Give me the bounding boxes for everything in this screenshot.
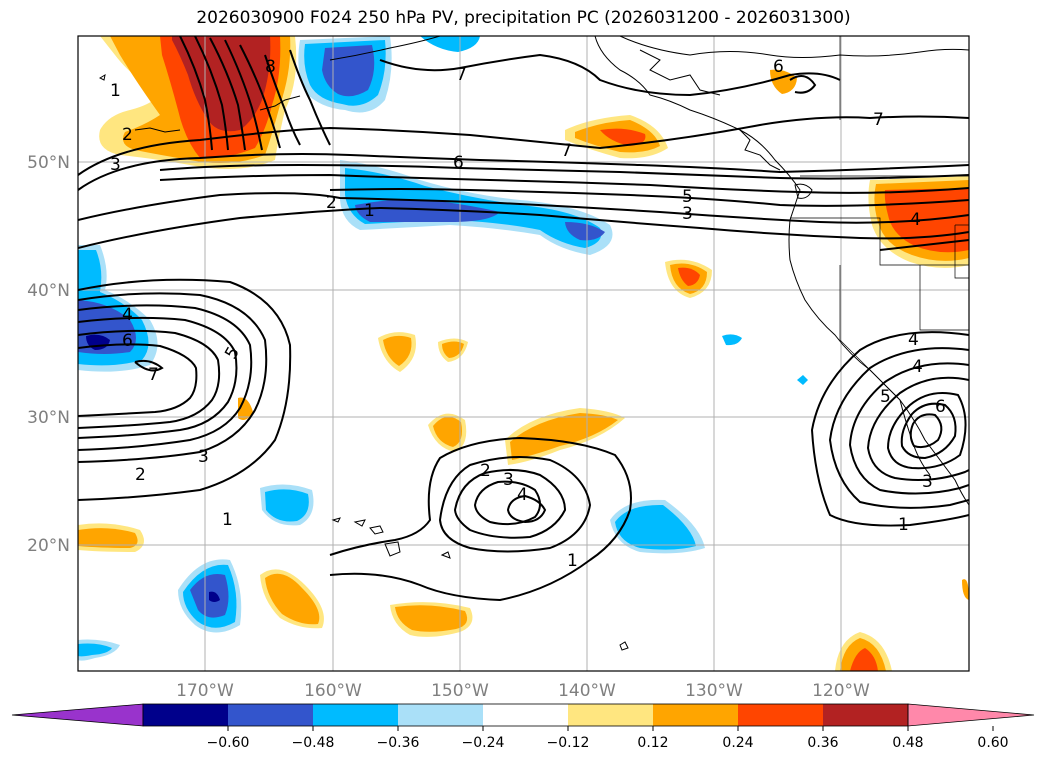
- pv-label: 8: [265, 57, 276, 77]
- pv-label: 1: [364, 201, 375, 221]
- precip-negative-area: [565, 222, 605, 241]
- precip-positive-area: [600, 128, 646, 146]
- colorbar-tick-label: 0.48: [892, 735, 923, 751]
- precip-shading: [78, 36, 969, 671]
- lat-label: 50°N: [27, 153, 70, 173]
- colorbar-cell: [568, 704, 653, 726]
- pv-label: 2: [326, 193, 337, 213]
- precip-positive-area: [172, 36, 271, 132]
- colorbar-cell: [653, 704, 738, 726]
- colorbar-tick-label: 0.24: [722, 735, 753, 751]
- precip-negative-area: [209, 591, 220, 602]
- pv-label: 7: [148, 365, 159, 385]
- lat-label: 20°N: [27, 536, 70, 556]
- map-title: 2026030900 F024 250 hPa PV, precipitatio…: [196, 8, 851, 28]
- pv-contour-labels: 1 2 3 8 7 6 6 7 2 1 5 3 7 4 4 6 7 5 3 2 …: [110, 57, 946, 571]
- precip-positive-area: [265, 573, 320, 625]
- colorbar-tick-label: 0.60: [977, 735, 1008, 751]
- pv-label: 4: [517, 485, 528, 505]
- pv-label: 1: [898, 515, 909, 535]
- latitude-labels: 50°N 40°N 30°N 20°N: [27, 153, 70, 556]
- pv-label: 6: [935, 397, 946, 417]
- pv-label: 5: [880, 387, 891, 407]
- colorbar-tick-label: −0.48: [292, 735, 335, 751]
- longitude-labels: 170°W 160°W 150°W 140°W 130°W 120°W: [176, 681, 870, 701]
- pv-label: 1: [222, 510, 233, 530]
- pv-label: 2: [122, 125, 133, 145]
- pv-label: 4: [908, 330, 919, 350]
- colorbar-cell: [398, 704, 483, 726]
- precip-negative-area: [322, 45, 375, 97]
- pv-label: 3: [110, 155, 121, 175]
- colorbar-extend-high: [907, 703, 1035, 727]
- colorbar-extend-low: [11, 703, 144, 727]
- colorbar-outline: [142, 703, 909, 727]
- colorbar-tick-label: −0.60: [207, 735, 250, 751]
- precip-positive-area: [510, 413, 618, 460]
- pv-label: 3: [682, 204, 693, 224]
- colorbar-cell: [738, 704, 823, 726]
- colorbar-tick-label: −0.36: [377, 735, 420, 751]
- pv-label: 4: [910, 210, 921, 230]
- colorbar-tick-label: −0.24: [462, 735, 505, 751]
- map-content: 1 2 3 8 7 6 6 7 2 1 5 3 7 4 4 6 7 5 3 2 …: [78, 36, 969, 671]
- pv-label: 2: [135, 465, 146, 485]
- pv-label: 6: [453, 153, 464, 173]
- precip-negative-area: [420, 36, 480, 52]
- lon-label: 160°W: [304, 681, 362, 701]
- precip-positive-area: [850, 648, 878, 671]
- precip-positive-area: [383, 335, 412, 366]
- lon-label: 130°W: [685, 681, 743, 701]
- lon-label: 120°W: [812, 681, 870, 701]
- colorbar-cell: [228, 704, 313, 726]
- pv-label: 1: [567, 551, 578, 571]
- map-frame: [77, 35, 970, 672]
- pv-label: 4: [122, 305, 133, 325]
- precip-negative-area: [615, 504, 696, 550]
- colorbar-cell: [143, 704, 228, 726]
- precip-positive-area: [78, 528, 138, 548]
- colorbar-cell: [823, 704, 908, 726]
- precip-negative-area: [78, 643, 112, 657]
- pv-label: 7: [873, 110, 884, 130]
- pv-label: 6: [122, 331, 133, 351]
- pv-label: 7: [561, 141, 572, 161]
- precip-negative-area: [355, 199, 500, 222]
- lon-label: 170°W: [176, 681, 234, 701]
- pv-label: 3: [503, 470, 514, 490]
- pv-label: 3: [922, 472, 933, 492]
- colorbar-cell: [313, 704, 398, 726]
- lat-label: 40°N: [27, 281, 70, 301]
- lon-label: 150°W: [431, 681, 489, 701]
- pv-label: 5: [682, 187, 693, 207]
- colorbar-tick-label: −0.12: [547, 735, 590, 751]
- colorbar: −0.60 −0.48 −0.36 −0.24 −0.12 0.12 0.24 0.36 0.4…: [11, 703, 1035, 751]
- precip-positive-area: [678, 267, 700, 286]
- colorbar-cell: [483, 704, 568, 726]
- lat-label: 30°N: [27, 408, 70, 428]
- pv-label: 6: [773, 57, 784, 77]
- political-borders: [790, 36, 969, 401]
- precip-positive-area: [962, 579, 969, 600]
- precip-positive-area: [395, 605, 468, 632]
- pv-contours: [78, 36, 969, 602]
- precip-negative-area: [265, 489, 309, 522]
- pv-label: 2: [480, 461, 491, 481]
- lon-label: 140°W: [558, 681, 616, 701]
- pv-label: 1: [110, 81, 121, 101]
- pv-label: 4: [912, 357, 923, 377]
- precip-negative-area: [722, 334, 742, 346]
- pv-label: 3: [198, 447, 209, 467]
- colorbar-tick-label: 0.36: [807, 735, 838, 751]
- precip-negative-area: [797, 375, 808, 385]
- precip-positive-area: [442, 341, 464, 358]
- colorbar-tick-label: 0.12: [637, 735, 668, 751]
- precip-positive-area: [433, 416, 462, 447]
- pv-label: 7: [456, 65, 467, 85]
